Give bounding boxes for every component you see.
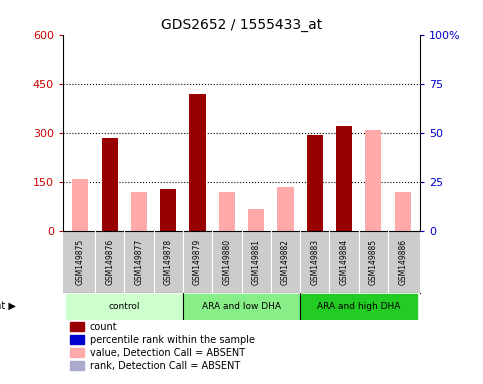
Text: control: control — [109, 302, 140, 311]
Text: GSM149883: GSM149883 — [310, 239, 319, 285]
Text: GSM149880: GSM149880 — [222, 239, 231, 285]
Bar — [336, 126, 352, 231]
Text: count: count — [90, 321, 117, 331]
Bar — [66, 294, 183, 319]
Text: agent ▶: agent ▶ — [0, 301, 16, 311]
Text: GSM149885: GSM149885 — [369, 239, 378, 285]
Bar — [300, 294, 417, 319]
Bar — [219, 192, 235, 231]
Bar — [183, 294, 300, 319]
Text: GSM149882: GSM149882 — [281, 239, 290, 285]
Text: GSM149875: GSM149875 — [76, 239, 85, 285]
Text: GSM149876: GSM149876 — [105, 239, 114, 285]
Bar — [72, 179, 88, 231]
Bar — [307, 134, 323, 231]
Bar — [248, 209, 264, 231]
Title: GDS2652 / 1555433_at: GDS2652 / 1555433_at — [161, 18, 322, 32]
Text: GSM149879: GSM149879 — [193, 239, 202, 285]
Text: ARA and low DHA: ARA and low DHA — [202, 302, 281, 311]
Bar — [189, 94, 206, 231]
Bar — [277, 187, 294, 231]
Text: GSM149881: GSM149881 — [252, 239, 261, 285]
Bar — [395, 192, 411, 231]
Text: GSM149877: GSM149877 — [134, 239, 143, 285]
Bar — [70, 322, 84, 331]
Bar — [70, 361, 84, 371]
Text: rank, Detection Call = ABSENT: rank, Detection Call = ABSENT — [90, 361, 240, 371]
Text: percentile rank within the sample: percentile rank within the sample — [90, 334, 255, 344]
Text: value, Detection Call = ABSENT: value, Detection Call = ABSENT — [90, 348, 245, 358]
Bar — [101, 138, 118, 231]
Text: ARA and high DHA: ARA and high DHA — [317, 302, 400, 311]
Bar — [70, 335, 84, 344]
Bar — [131, 192, 147, 231]
Bar — [365, 129, 382, 231]
Bar — [160, 189, 176, 231]
Text: GSM149878: GSM149878 — [164, 239, 173, 285]
Text: GSM149886: GSM149886 — [398, 239, 407, 285]
Bar — [70, 348, 84, 358]
Text: GSM149884: GSM149884 — [340, 239, 349, 285]
